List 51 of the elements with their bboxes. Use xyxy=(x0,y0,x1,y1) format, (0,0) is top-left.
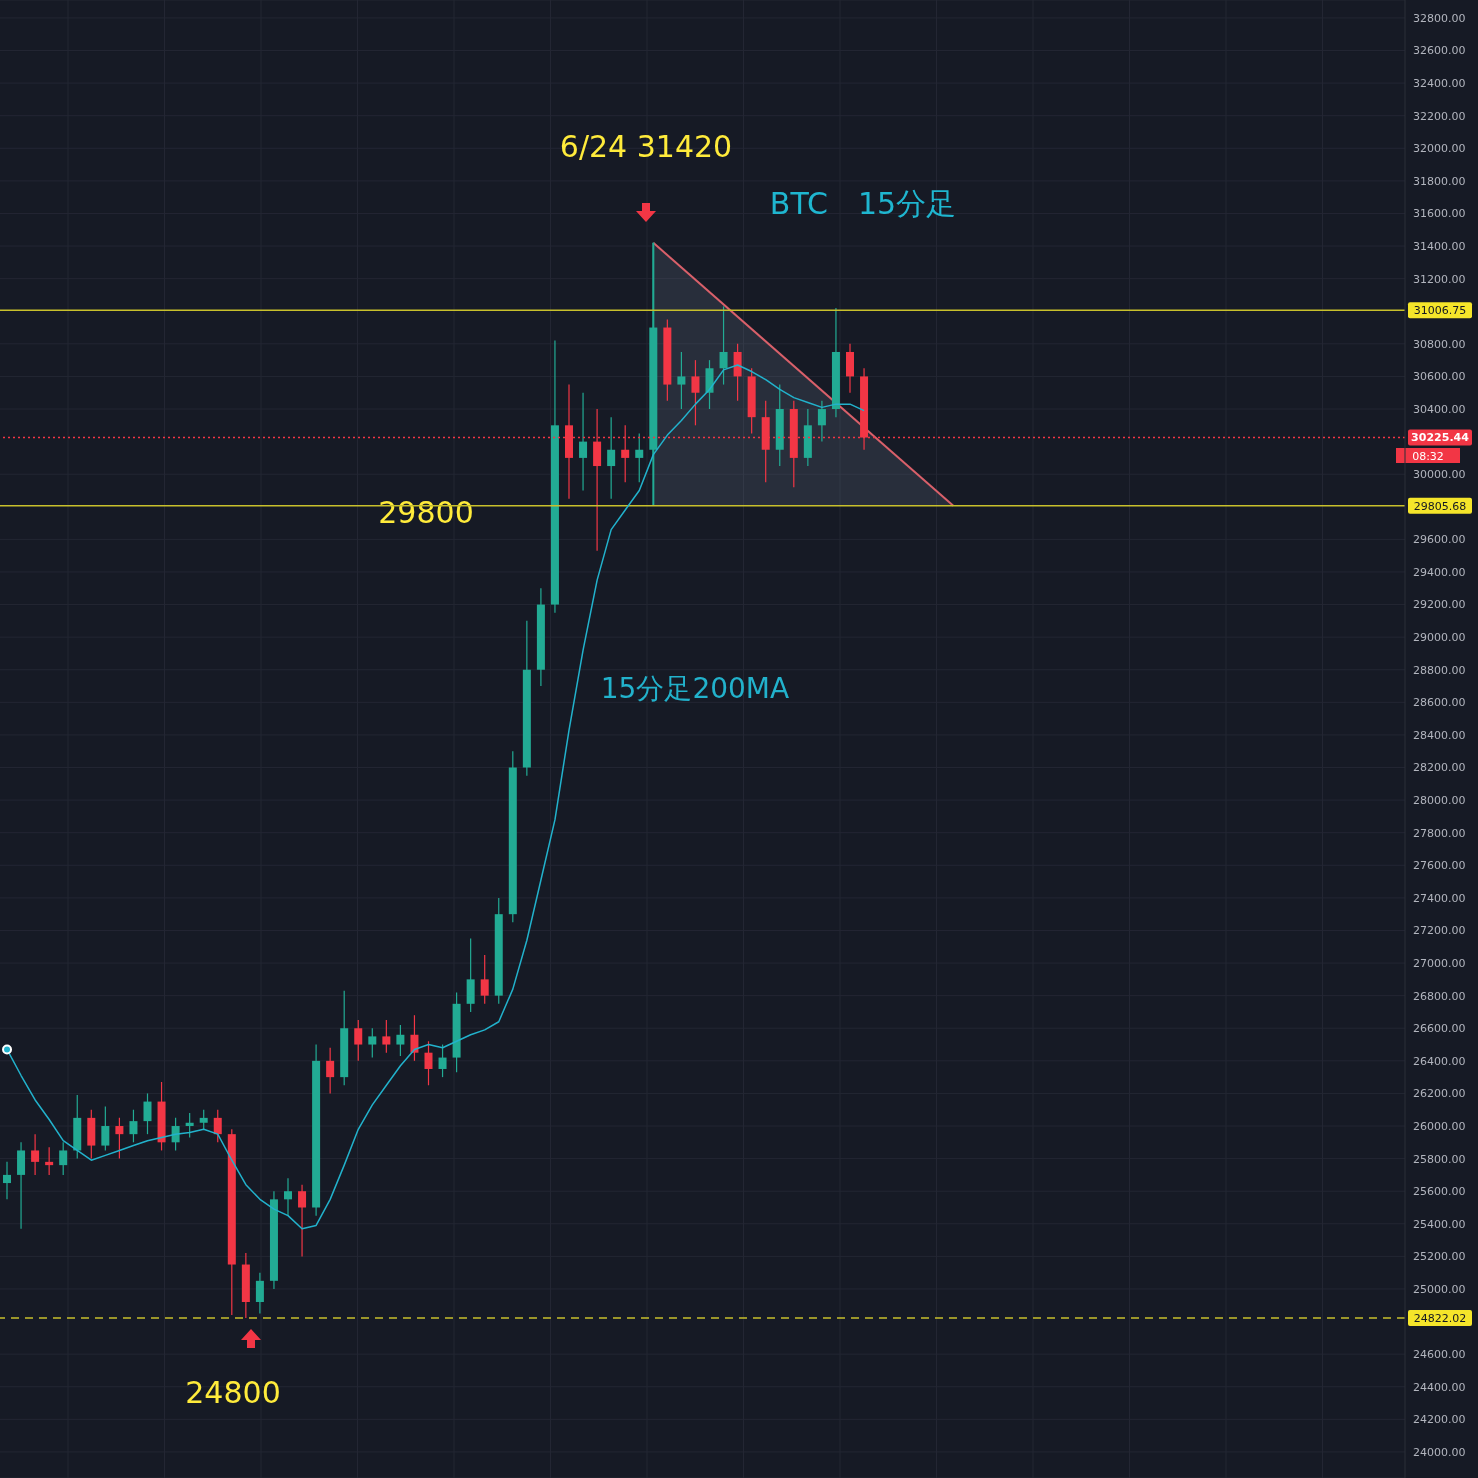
y-tick-label: 30000.00 xyxy=(1413,468,1466,482)
y-tick-label: 31400.00 xyxy=(1413,239,1466,253)
ref-line-label: 31006.75 xyxy=(1413,304,1467,318)
y-tick-label: 25800.00 xyxy=(1413,1152,1466,1166)
y-tick-label: 27400.00 xyxy=(1413,891,1466,905)
ref-line-label: 29805.68 xyxy=(1413,499,1467,513)
annotation: 29800 xyxy=(378,494,474,530)
y-tick-label: 26600.00 xyxy=(1413,1022,1466,1036)
y-tick-label: 24400.00 xyxy=(1413,1380,1466,1394)
y-tick-label: 32200.00 xyxy=(1413,109,1466,123)
y-tick-label: 26000.00 xyxy=(1413,1119,1466,1133)
y-tick-label: 27800.00 xyxy=(1413,826,1466,840)
y-tick-label: 29400.00 xyxy=(1413,565,1466,579)
y-tick-label: 31200.00 xyxy=(1413,272,1466,286)
y-tick-label: 28800.00 xyxy=(1413,663,1466,677)
y-tick-label: 27200.00 xyxy=(1413,924,1466,938)
y-tick-label: 26400.00 xyxy=(1413,1054,1466,1068)
y-tick-label: 32000.00 xyxy=(1413,142,1466,156)
y-tick-label: 28600.00 xyxy=(1413,696,1466,710)
ref-line-label: 24822.02 xyxy=(1413,1311,1467,1325)
text: BTC 15分足 xyxy=(769,186,957,221)
y-tick-label: 28400.00 xyxy=(1413,728,1466,742)
ref-line-label: 30225.44 xyxy=(1411,431,1470,445)
y-tick-label: 32600.00 xyxy=(1413,44,1466,58)
y-tick-label: 32800.00 xyxy=(1413,11,1466,25)
y-tick-label: 24000.00 xyxy=(1413,1445,1466,1459)
y-tick-label: 25000.00 xyxy=(1413,1282,1466,1296)
y-tick-label: 31800.00 xyxy=(1413,174,1466,188)
y-tick-label: 27000.00 xyxy=(1413,956,1466,970)
y-tick-label: 26800.00 xyxy=(1413,989,1466,1003)
annotation: 24800 xyxy=(185,1374,281,1410)
y-tick-label: 29600.00 xyxy=(1413,533,1466,547)
y-tick-label: 30800.00 xyxy=(1413,337,1466,351)
annotation: 6/24 31420 xyxy=(559,128,733,164)
y-tick-label: 25400.00 xyxy=(1413,1217,1466,1231)
y-tick-label: 24200.00 xyxy=(1413,1413,1466,1427)
y-tick-label: 25600.00 xyxy=(1413,1185,1466,1199)
y-tick-label: 30600.00 xyxy=(1413,370,1466,384)
y-tick-label: 29200.00 xyxy=(1413,598,1466,612)
y-tick-label: 24600.00 xyxy=(1413,1348,1466,1362)
text: 08:32 xyxy=(1412,449,1444,463)
y-tick-label: 31600.00 xyxy=(1413,207,1466,221)
y-tick-label: 28200.00 xyxy=(1413,761,1466,775)
y-tick-label: 30400.00 xyxy=(1413,402,1466,416)
y-tick-label: 26200.00 xyxy=(1413,1087,1466,1101)
y-tick-label: 27600.00 xyxy=(1413,859,1466,873)
series-label: 15分足200MA xyxy=(600,672,790,705)
y-tick-label: 25200.00 xyxy=(1413,1250,1466,1264)
y-tick-label: 29000.00 xyxy=(1413,631,1466,645)
y-tick-label: 28000.00 xyxy=(1413,794,1466,808)
y-tick-label: 32400.00 xyxy=(1413,77,1466,91)
